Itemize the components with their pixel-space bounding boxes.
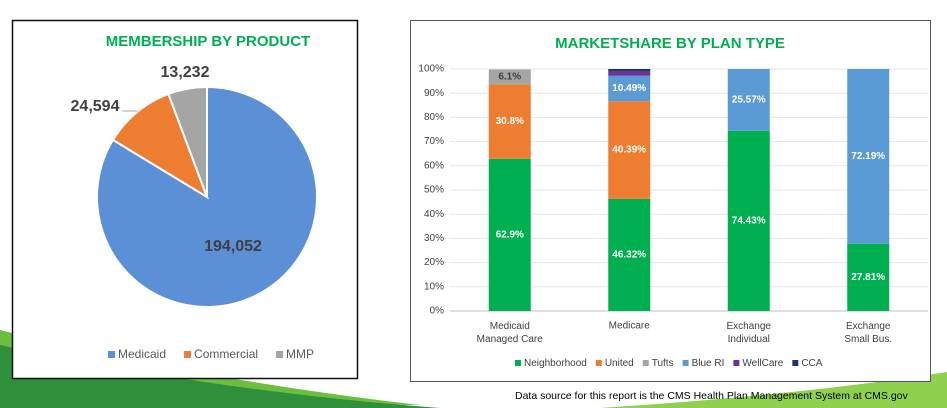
legend-swatch (276, 351, 284, 358)
bar-segment (608, 101, 651, 199)
legend-label: Neighborhood (524, 358, 587, 369)
data-label: 24,594 (71, 98, 120, 115)
legend-label: Blue RI (692, 358, 725, 369)
y-tick-label: 80% (424, 112, 444, 123)
bar-segment (488, 69, 531, 85)
decor-swoosh (600, 372, 947, 408)
y-tick-label: 0% (430, 306, 445, 317)
data-label: 25.57% (732, 95, 766, 106)
data-label: 194,052 (204, 238, 262, 255)
legend-label: Commercial (194, 347, 258, 361)
y-tick-label: 60% (424, 160, 444, 171)
data-label: 13,232 (161, 64, 210, 81)
legend-swatch (733, 360, 740, 366)
legend-swatch (642, 360, 649, 366)
bar-segment (847, 243, 890, 311)
legend-swatch (108, 351, 115, 358)
data-label: 6.1% (498, 72, 521, 83)
y-tick-label: 10% (424, 281, 444, 292)
bar-segment (847, 69, 890, 244)
y-tick-label: 70% (424, 136, 444, 147)
bar-segment (727, 130, 770, 311)
bar-segment (488, 84, 531, 159)
data-label: 72.19% (851, 151, 885, 162)
legend-swatch (792, 360, 799, 366)
chart-title: MARKETSHARE BY PLAN TYPE (555, 35, 785, 52)
footer: Data source for this report is the CMS H… (515, 390, 909, 402)
bar-segment (608, 69, 651, 72)
x-tick-label: Medicare (609, 321, 651, 332)
data-label: 10.49% (612, 83, 646, 94)
pie-slice (111, 92, 209, 200)
data-label: 27.81% (851, 272, 885, 283)
y-tick-label: 50% (424, 185, 444, 196)
pie-slice (96, 85, 318, 308)
y-tick-label: 40% (424, 209, 444, 220)
legend-label: Tufts (652, 358, 674, 369)
bar-segment (608, 71, 651, 76)
legend-swatch (184, 351, 192, 358)
chart-title: MEMBERSHIP BY PRODUCT (106, 33, 310, 50)
legend-label: MMP (286, 347, 314, 361)
legend-label: United (605, 358, 634, 369)
bar-segment (608, 198, 651, 311)
y-tick-label: 30% (424, 233, 444, 244)
bar-segment (488, 158, 531, 311)
x-tick-label: Exchange Individual (727, 321, 772, 345)
legend-label: WellCare (742, 358, 783, 369)
legend-swatch (682, 360, 689, 366)
legend-swatch (595, 360, 602, 366)
decor-swoosh (0, 345, 440, 408)
legend-label: Medicaid (118, 347, 166, 361)
x-tick-label: Medicaid Managed Care (477, 321, 544, 345)
y-tick-label: 90% (424, 88, 444, 99)
bar-segment (727, 69, 770, 131)
data-label: 46.32% (612, 250, 646, 261)
data-label: 62.9% (496, 230, 524, 241)
data-label: 40.39% (612, 145, 646, 156)
pie-slice (167, 85, 208, 198)
y-tick-label: 20% (424, 257, 444, 268)
x-tick-label: Exchange Small Bus. (844, 321, 892, 345)
legend-label: CCA (801, 358, 822, 369)
data-label: 30.8% (496, 116, 524, 127)
data-label: 74.43% (732, 216, 766, 227)
bar-segment (608, 75, 651, 102)
y-tick-label: 100% (418, 64, 444, 75)
legend-swatch (515, 360, 521, 366)
